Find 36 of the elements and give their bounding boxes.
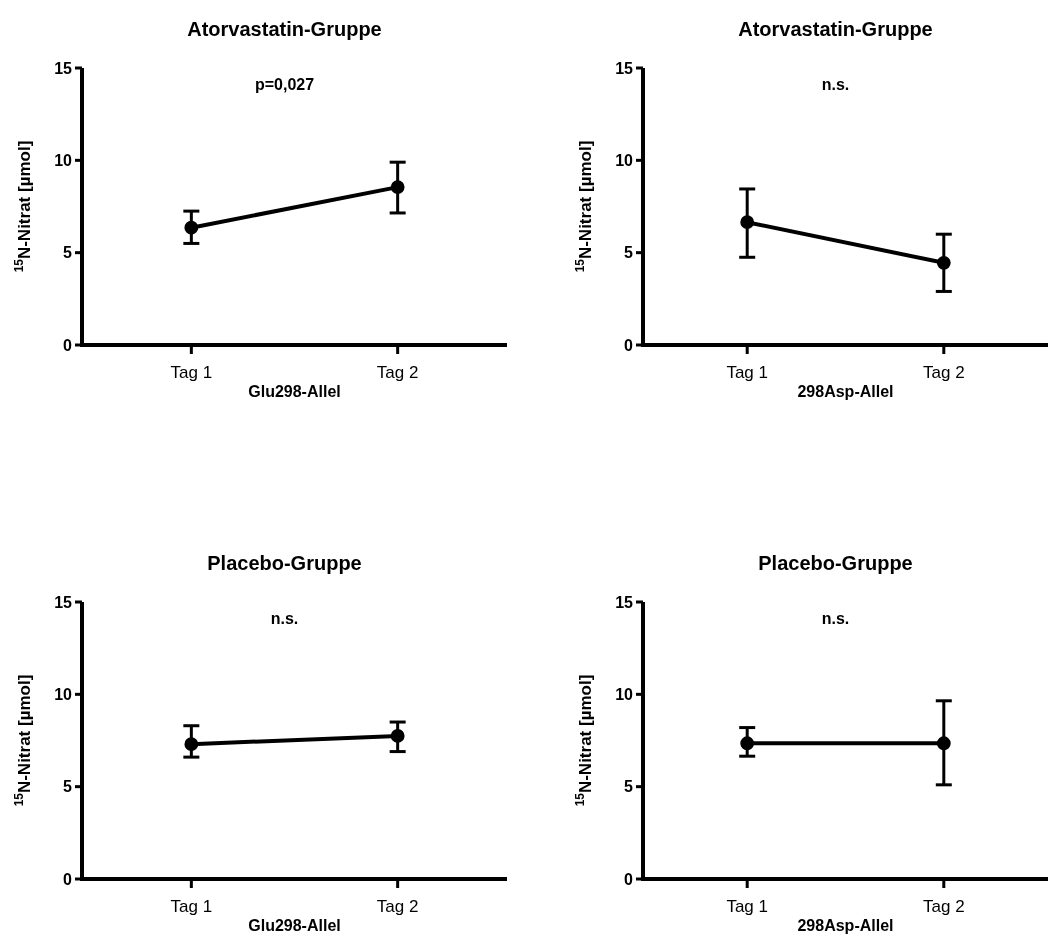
x-tick-label: Tag 2 xyxy=(923,897,965,916)
x-tick-label: Tag 1 xyxy=(170,897,213,916)
y-tick-label: 10 xyxy=(615,151,634,169)
y-tick-label: 10 xyxy=(54,685,73,703)
y-tick-label: 10 xyxy=(615,685,634,703)
chart-title: Atorvastatin-Gruppe xyxy=(738,18,933,40)
y-tick-label: 5 xyxy=(63,244,73,262)
chart-title: Placebo-Gruppe xyxy=(207,552,362,574)
x-tick-label: Tag 1 xyxy=(170,363,213,382)
chart-title: Atorvastatin-Gruppe xyxy=(187,18,382,40)
chart-title: Placebo-Gruppe xyxy=(758,552,913,574)
x-axis-title: Glu298-Allel xyxy=(248,917,341,934)
x-tick-label: Tag 2 xyxy=(376,363,419,382)
annotation: n.s. xyxy=(821,610,850,627)
y-tick-label: 5 xyxy=(63,778,73,796)
annotation: n.s. xyxy=(821,76,850,93)
y-tick-label: 0 xyxy=(624,336,634,354)
x-axis-title: 298Asp-Allel xyxy=(797,383,894,400)
annotation: p=0,027 xyxy=(254,76,315,93)
x-tick-label: Tag 1 xyxy=(726,897,768,916)
y-tick-label: 15 xyxy=(54,593,73,611)
y-tick-label: 15 xyxy=(615,593,634,611)
x-axis-title: 298Asp-Allel xyxy=(797,917,894,934)
x-tick-label: Tag 2 xyxy=(376,897,419,916)
x-tick-label: Tag 1 xyxy=(726,363,768,382)
y-tick-label: 15 xyxy=(615,59,634,77)
x-tick-label: Tag 2 xyxy=(923,363,965,382)
y-tick-label: 5 xyxy=(624,244,634,262)
y-tick-label: 15 xyxy=(54,59,73,77)
y-tick-label: 5 xyxy=(624,778,634,796)
x-axis-title: Glu298-Allel xyxy=(248,383,341,400)
annotation: n.s. xyxy=(270,610,299,627)
y-tick-label: 0 xyxy=(624,870,634,888)
y-tick-label: 0 xyxy=(63,336,73,354)
y-tick-label: 0 xyxy=(63,870,73,888)
y-tick-label: 10 xyxy=(54,151,73,169)
